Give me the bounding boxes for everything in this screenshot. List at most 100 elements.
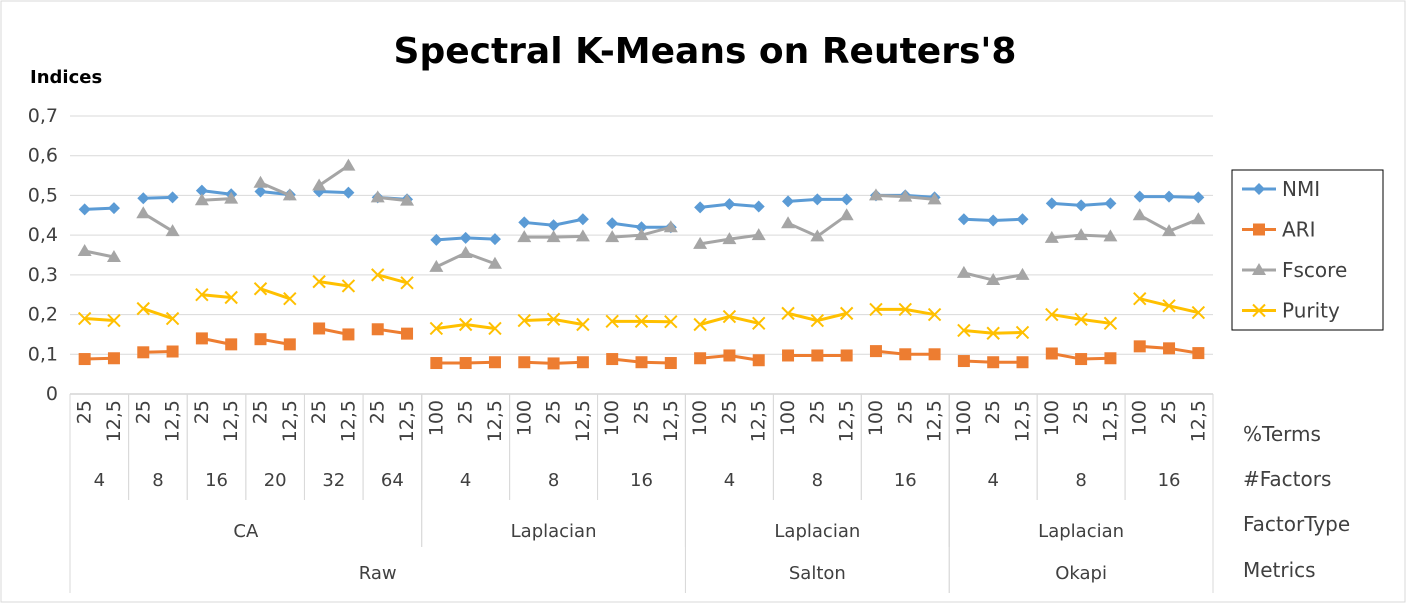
x-tick-label: 12,5: [337, 400, 359, 442]
x-tick-label: 100: [689, 400, 711, 436]
x-tick-label: 25: [250, 400, 272, 424]
point: [430, 357, 442, 369]
x-tick-label: 12,5: [279, 400, 301, 442]
point: [782, 349, 794, 361]
point: [137, 346, 149, 358]
point: [899, 348, 911, 360]
point: [577, 356, 589, 368]
factor-label: 8: [1075, 470, 1086, 491]
x-tick-label: 12,5: [162, 400, 184, 442]
point: [1104, 352, 1116, 364]
point: [1192, 347, 1204, 359]
factor-label: 16: [1158, 470, 1181, 491]
x-tick-label: 12,5: [572, 400, 594, 442]
level-name: FactorType: [1243, 512, 1350, 536]
x-tick-label: 25: [74, 400, 96, 424]
x-tick-label: 12,5: [396, 400, 418, 442]
metric-label: Raw: [359, 563, 397, 584]
y-tick-label: 0,5: [28, 184, 58, 206]
y-tick-label: 0,4: [28, 224, 58, 246]
legend-label: Fscore: [1282, 258, 1347, 282]
point: [167, 346, 179, 358]
x-tick-label: 12,5: [748, 400, 770, 442]
chart-title: Spectral K-Means on Reuters'8: [394, 31, 1017, 72]
point: [460, 357, 472, 369]
factor-label: 16: [205, 470, 228, 491]
x-tick-label: 25: [894, 400, 916, 424]
point: [342, 328, 354, 340]
point: [79, 353, 91, 365]
legend-marker: [1253, 224, 1265, 236]
point: [1017, 356, 1029, 368]
point: [723, 349, 735, 361]
y-tick-label: 0,6: [28, 145, 58, 167]
point: [225, 338, 237, 350]
x-tick-label: 12,5: [924, 400, 946, 442]
x-tick-label: 25: [543, 400, 565, 424]
point: [753, 354, 765, 366]
legend-label: NMI: [1282, 177, 1320, 201]
x-tick-label: 12,5: [484, 400, 506, 442]
y-tick-label: 0,3: [28, 264, 58, 286]
factor-label: 20: [264, 470, 287, 491]
x-tick-label: 100: [1129, 400, 1151, 436]
factor-type-label: Laplacian: [774, 521, 860, 542]
x-tick-label: 100: [425, 400, 447, 436]
x-tick-label: 25: [367, 400, 389, 424]
point: [518, 356, 530, 368]
point: [636, 356, 648, 368]
x-tick-label: 12,5: [103, 400, 125, 442]
x-tick-label: 100: [777, 400, 799, 436]
point: [372, 323, 384, 335]
point: [694, 352, 706, 364]
x-tick-label: 25: [1070, 400, 1092, 424]
point: [987, 356, 999, 368]
y-axis-title: Indices: [30, 67, 102, 88]
x-tick-label: 12,5: [1187, 400, 1209, 442]
series-line: [85, 319, 114, 321]
x-tick-label: 12,5: [220, 400, 242, 442]
legend-label: Purity: [1282, 299, 1340, 323]
x-tick-label: 100: [865, 400, 887, 436]
point: [606, 353, 618, 365]
x-tick-label: 100: [513, 400, 535, 436]
factor-label: 4: [94, 470, 105, 491]
point: [1075, 353, 1087, 365]
point: [548, 357, 560, 369]
x-tick-label: 12,5: [836, 400, 858, 442]
factor-label: 8: [548, 470, 559, 491]
x-tick-label: 25: [631, 400, 653, 424]
y-tick-label: 0: [46, 383, 58, 405]
x-tick-label: 100: [1041, 400, 1063, 436]
factor-label: 4: [460, 470, 471, 491]
factor-label: 16: [630, 470, 653, 491]
factor-label: 16: [894, 470, 917, 491]
factor-type-label: Laplacian: [511, 521, 597, 542]
factor-label: 4: [724, 470, 735, 491]
level-name: Metrics: [1243, 558, 1316, 582]
x-tick-label: 25: [132, 400, 154, 424]
x-tick-label: 25: [806, 400, 828, 424]
factor-label: 32: [322, 470, 345, 491]
factor-label: 4: [987, 470, 998, 491]
metric-label: Salton: [789, 563, 846, 584]
x-tick-label: 25: [308, 400, 330, 424]
y-tick-label: 0,1: [28, 343, 58, 365]
x-tick-label: 25: [718, 400, 740, 424]
point: [929, 348, 941, 360]
x-tick-label: 100: [601, 400, 623, 436]
x-tick-label: 25: [191, 400, 213, 424]
level-name: #Factors: [1243, 467, 1331, 491]
metric-label: Okapi: [1055, 563, 1107, 584]
factor-label: 8: [812, 470, 823, 491]
x-tick-label: 100: [953, 400, 975, 436]
point: [255, 333, 267, 345]
point: [196, 332, 208, 344]
point: [958, 355, 970, 367]
x-tick-label: 12,5: [660, 400, 682, 442]
point: [1163, 342, 1175, 354]
point: [811, 349, 823, 361]
point: [108, 352, 120, 364]
